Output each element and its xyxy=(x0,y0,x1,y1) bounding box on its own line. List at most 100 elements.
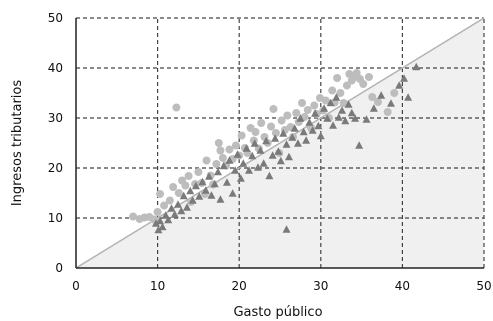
y-tick-label: 10 xyxy=(48,211,63,225)
triangle-point xyxy=(259,159,268,167)
circle-point xyxy=(310,101,319,110)
diagonal-reference xyxy=(75,17,485,269)
triangle-point xyxy=(279,129,288,137)
circle-point xyxy=(156,190,165,198)
data-points xyxy=(129,62,421,234)
triangle-point xyxy=(326,98,335,107)
circle-point xyxy=(218,154,227,162)
triangle-point xyxy=(179,191,188,200)
circle-point xyxy=(373,98,382,106)
triangle-point xyxy=(400,74,409,82)
diagonal-line xyxy=(75,17,485,269)
circle-point xyxy=(216,146,225,155)
axes xyxy=(75,18,484,269)
triangle-point xyxy=(151,219,160,227)
triangle-point xyxy=(341,116,350,125)
triangle-point xyxy=(248,151,257,160)
triangle-point xyxy=(228,189,237,197)
triangle-point xyxy=(242,144,251,152)
triangle-point xyxy=(256,146,265,154)
triangle-point xyxy=(274,147,283,155)
circle-point xyxy=(390,89,399,97)
circle-point xyxy=(237,131,246,140)
triangle-point xyxy=(268,151,277,159)
triangle-point xyxy=(154,225,163,234)
triangle-point xyxy=(355,141,364,149)
triangle-point xyxy=(308,126,317,134)
circle-point xyxy=(359,80,368,88)
y-tick-label: 20 xyxy=(48,161,63,175)
x-tick-label: 40 xyxy=(395,279,410,293)
triangle-point xyxy=(170,210,179,218)
circle-point xyxy=(352,69,361,77)
triangle-point xyxy=(233,150,242,158)
triangle-point xyxy=(412,62,421,71)
triangle-point xyxy=(332,93,341,101)
triangle-point xyxy=(386,99,395,107)
x-tick-label: 50 xyxy=(476,279,491,293)
triangle-point xyxy=(188,196,197,204)
triangle-point xyxy=(253,163,262,171)
circle-point xyxy=(283,111,292,120)
circle-point xyxy=(277,116,286,125)
triangle-point xyxy=(262,136,271,145)
triangle-point xyxy=(395,81,404,89)
triangle-point xyxy=(288,133,297,141)
triangle-point xyxy=(404,93,413,101)
circle-point xyxy=(321,96,330,105)
triangle-point xyxy=(205,172,214,180)
triangle-point xyxy=(198,177,207,186)
circle-point xyxy=(214,139,223,147)
circle-point xyxy=(160,201,169,210)
triangle-point xyxy=(265,171,274,180)
triangle-point xyxy=(334,113,343,121)
triangle-point xyxy=(174,200,182,208)
circle-point xyxy=(333,74,342,82)
y-tick-label: 0 xyxy=(55,261,63,275)
x-tick-label: 0 xyxy=(72,279,80,293)
circle-point xyxy=(181,181,190,190)
circle-point xyxy=(271,129,280,137)
triangle-point xyxy=(244,166,253,174)
triangle-point xyxy=(302,136,311,144)
x-tick-labels: 0 10 20 30 40 50 xyxy=(72,279,491,293)
triangle-point xyxy=(167,204,176,212)
triangle-point xyxy=(201,186,210,194)
circle-point xyxy=(364,73,373,81)
triangle-point xyxy=(158,222,167,231)
triangle-point xyxy=(282,140,291,148)
circle-point xyxy=(339,99,348,107)
triangle-point xyxy=(314,121,323,130)
y-tick-label: 50 xyxy=(48,11,63,25)
triangle-point xyxy=(225,156,234,164)
circle-point xyxy=(292,109,301,117)
triangle-point xyxy=(344,100,353,108)
triangle-point xyxy=(177,206,186,215)
triangle-point xyxy=(216,195,225,203)
circle-point xyxy=(368,93,377,101)
triangle-point xyxy=(231,166,240,174)
triangle-point xyxy=(222,178,231,186)
circle-point xyxy=(383,108,392,116)
triangle-point xyxy=(362,115,371,123)
triangle-point xyxy=(156,216,165,225)
triangle-point xyxy=(284,152,293,161)
triangle-point xyxy=(296,114,305,122)
y-tick-labels: 0 10 20 30 40 50 xyxy=(48,11,63,275)
triangle-point xyxy=(338,106,347,114)
circle-point xyxy=(342,81,351,90)
circle-point xyxy=(225,145,234,154)
circle-point xyxy=(202,156,211,165)
x-tick-label: 20 xyxy=(232,279,247,293)
y-tick-label: 30 xyxy=(48,111,63,125)
circle-point xyxy=(174,189,183,197)
triangle-point xyxy=(311,109,320,117)
triangle-point xyxy=(351,114,360,122)
circle-point xyxy=(169,183,178,191)
circle-point xyxy=(328,86,337,95)
triangle-point xyxy=(191,181,200,190)
circle-point xyxy=(257,119,266,127)
triangle-point xyxy=(299,127,308,136)
triangle-point xyxy=(207,191,216,199)
